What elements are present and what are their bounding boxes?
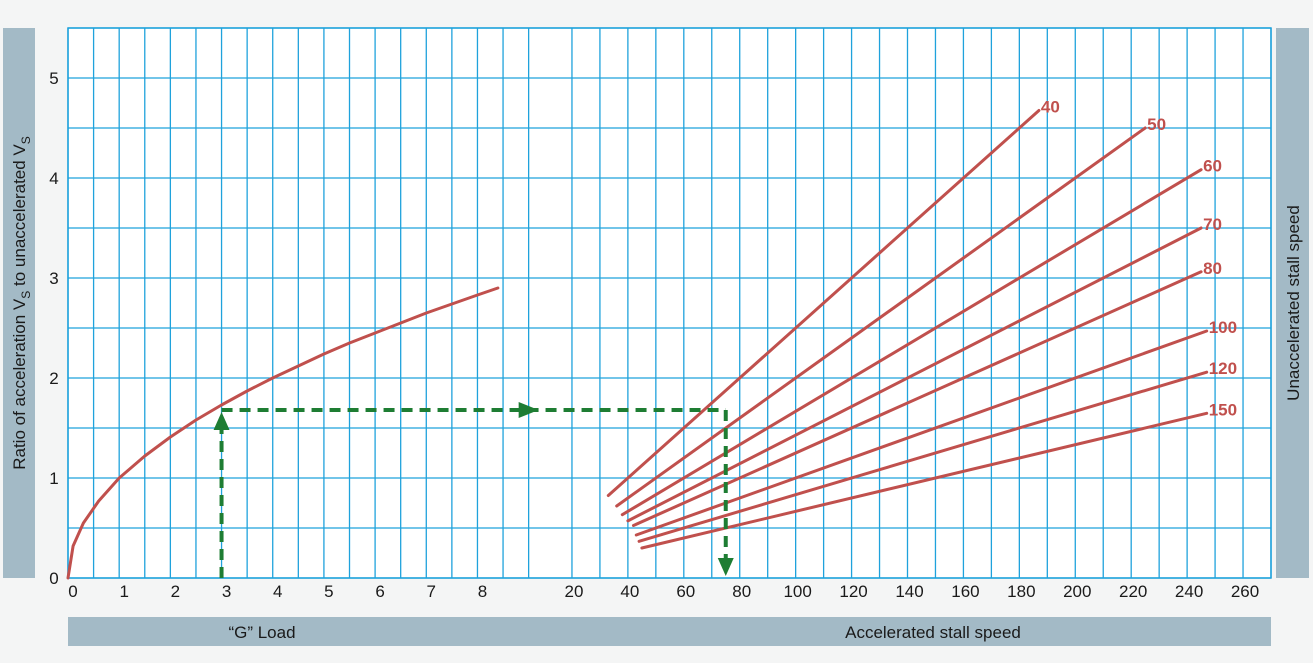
y-axis-label-sub1: S <box>19 291 33 299</box>
right-axis-label: Unaccelerated stall speed <box>1284 205 1303 401</box>
stall-line-label: 40 <box>1041 98 1060 117</box>
g-load-tick-label: 2 <box>171 582 180 601</box>
stall-line-label: 50 <box>1147 115 1166 134</box>
y-axis-label: Ratio of acceleration VS to unaccelerate… <box>10 136 33 470</box>
right-band <box>1276 28 1309 578</box>
g-load-band <box>68 617 544 646</box>
g-load-label: “G” Load <box>228 623 295 642</box>
g-load-tick-label: 3 <box>222 582 231 601</box>
speed-tick-label: 180 <box>1007 582 1035 601</box>
stall-line-100 <box>634 329 1209 537</box>
stall-line-label: 80 <box>1203 259 1222 278</box>
y-axis-label-sub2: S <box>19 136 33 144</box>
y-tick-label: 0 <box>49 569 58 588</box>
stall-line-label: 120 <box>1209 359 1237 378</box>
plot-frame <box>67 27 1272 579</box>
example-guides <box>213 402 734 578</box>
speed-tick-label: 240 <box>1175 582 1203 601</box>
stall-line-label: 60 <box>1203 157 1222 176</box>
stall-line-70 <box>626 226 1203 523</box>
speed-tick-label: 80 <box>732 582 751 601</box>
speed-band <box>544 617 1271 646</box>
guide-arrow-right <box>518 402 539 418</box>
g-load-tick-label: 5 <box>324 582 333 601</box>
curves: 40 50 60 70 80 100 120 150 <box>66 98 1237 580</box>
speed-tick-label: 220 <box>1119 582 1147 601</box>
g-load-tick-label: 1 <box>119 582 128 601</box>
y-tick-label: 3 <box>49 269 58 288</box>
speed-tick-label: 60 <box>676 582 695 601</box>
y-axis-label-mid: to unaccelerated V <box>10 144 29 291</box>
y-tick-label: 2 <box>49 369 58 388</box>
g-load-tick-label: 7 <box>427 582 436 601</box>
stall-line-120 <box>637 370 1209 543</box>
g-load-tick-label: 4 <box>273 582 282 601</box>
stall-line-40 <box>606 109 1041 497</box>
g-load-tick-label: 6 <box>375 582 384 601</box>
speed-tick-label: 200 <box>1063 582 1091 601</box>
speed-tick-label: 100 <box>783 582 811 601</box>
speed-tick-label: 260 <box>1231 582 1259 601</box>
y-axis-band <box>3 28 35 578</box>
stall-line-50 <box>615 126 1147 508</box>
stall-line-150 <box>640 411 1209 550</box>
y-tick-label: 1 <box>49 469 58 488</box>
stall-line-60 <box>620 168 1203 517</box>
stall-line-label: 100 <box>1209 318 1237 337</box>
grid <box>67 27 1272 579</box>
guide-arrow-down <box>717 558 734 576</box>
stall-line-label: 70 <box>1203 215 1222 234</box>
g-load-tick-label: 0 <box>68 582 77 601</box>
speed-tick-label: 120 <box>839 582 867 601</box>
g-load-curve <box>66 286 500 580</box>
g-load-tick-label: 8 <box>478 582 487 601</box>
speed-tick-label: 40 <box>620 582 639 601</box>
stall-line-label: 150 <box>1209 400 1237 419</box>
y-tick-label: 4 <box>49 169 58 188</box>
speed-tick-label: 160 <box>951 582 979 601</box>
stall-line-80 <box>631 270 1203 527</box>
speed-tick-label: 20 <box>565 582 584 601</box>
speed-label: Accelerated stall speed <box>845 623 1021 642</box>
y-tick-label: 5 <box>49 69 58 88</box>
guide-arrow-up <box>213 412 230 430</box>
plot-area <box>68 28 1271 578</box>
y-axis-label-main: Ratio of acceleration V <box>10 298 29 470</box>
speed-tick-label: 140 <box>895 582 923 601</box>
